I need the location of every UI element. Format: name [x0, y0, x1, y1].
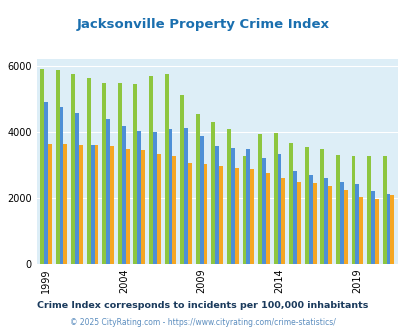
Bar	[386, 194, 390, 264]
Bar	[339, 182, 343, 264]
Bar	[382, 156, 386, 264]
Bar	[71, 74, 75, 264]
Bar	[110, 146, 114, 264]
Bar	[117, 83, 121, 264]
Bar	[335, 155, 339, 264]
Bar	[234, 168, 238, 264]
Bar	[351, 156, 354, 264]
Bar	[246, 149, 250, 264]
Bar	[296, 182, 300, 264]
Bar	[374, 199, 378, 264]
Bar	[44, 102, 48, 264]
Bar	[137, 131, 141, 264]
Bar	[55, 70, 60, 264]
Bar	[87, 78, 90, 264]
Bar	[366, 156, 370, 264]
Bar	[358, 197, 362, 264]
Bar	[219, 166, 222, 264]
Bar	[242, 156, 246, 264]
Bar	[141, 150, 145, 264]
Bar	[172, 156, 176, 264]
Bar	[188, 163, 192, 264]
Bar	[149, 76, 153, 264]
Bar	[180, 95, 183, 264]
Bar	[102, 83, 106, 264]
Text: Jacksonville Property Crime Index: Jacksonville Property Crime Index	[76, 18, 329, 31]
Bar	[90, 145, 94, 264]
Bar	[94, 145, 98, 264]
Bar	[343, 190, 347, 264]
Bar	[122, 126, 126, 264]
Bar	[261, 158, 265, 264]
Bar	[370, 191, 374, 264]
Bar	[195, 114, 199, 264]
Bar	[153, 132, 156, 264]
Bar	[292, 171, 296, 264]
Bar	[63, 144, 67, 264]
Bar	[273, 133, 277, 264]
Bar	[277, 154, 281, 264]
Text: © 2025 CityRating.com - https://www.cityrating.com/crime-statistics/: © 2025 CityRating.com - https://www.city…	[70, 318, 335, 327]
Bar	[265, 173, 269, 264]
Bar	[304, 147, 308, 264]
Bar	[40, 69, 44, 264]
Bar	[215, 146, 219, 264]
Bar	[320, 149, 324, 264]
Bar	[48, 144, 51, 264]
Bar	[133, 84, 137, 264]
Bar	[312, 183, 316, 264]
Bar	[75, 113, 79, 264]
Bar	[211, 122, 215, 264]
Bar	[390, 195, 393, 264]
Bar	[308, 175, 312, 264]
Bar	[230, 148, 234, 264]
Bar	[126, 149, 129, 264]
Bar	[60, 107, 63, 264]
Bar	[168, 129, 172, 264]
Bar	[250, 169, 254, 264]
Bar	[183, 128, 188, 264]
Bar	[79, 145, 83, 264]
Bar	[324, 178, 327, 264]
Bar	[288, 143, 292, 264]
Bar	[281, 178, 285, 264]
Bar	[203, 164, 207, 264]
Bar	[327, 186, 331, 264]
Bar	[106, 119, 110, 264]
Bar	[226, 129, 230, 264]
Bar	[258, 134, 261, 264]
Bar	[156, 154, 160, 264]
Bar	[199, 136, 203, 264]
Bar	[164, 74, 168, 264]
Bar	[354, 184, 358, 264]
Text: Crime Index corresponds to incidents per 100,000 inhabitants: Crime Index corresponds to incidents per…	[37, 301, 368, 310]
